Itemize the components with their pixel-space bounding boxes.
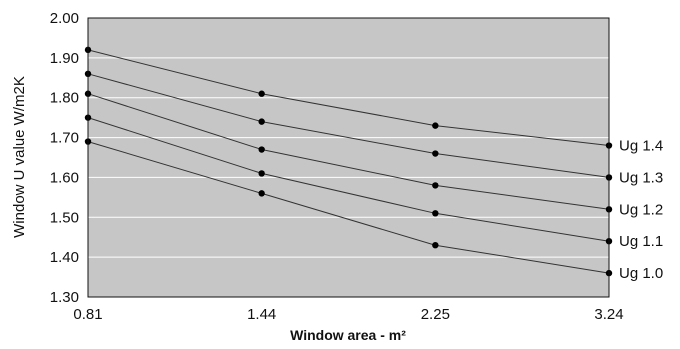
y-tick-label: 1.70 — [50, 130, 79, 147]
y-axis-tick-labels: 1.30 1.40 1.50 1.60 1.70 1.80 1.90 2.00 — [50, 10, 79, 306]
series-label: Ug 1.3 — [619, 169, 663, 186]
data-point — [258, 90, 265, 97]
data-point — [432, 241, 439, 249]
series-lines — [87, 49, 610, 274]
data-point — [432, 122, 439, 129]
series-labels: Ug 1.4 Ug 1.3 Ug 1.2 Ug 1.1 Ug 1.0 — [619, 138, 663, 283]
y-tick-label: 1.40 — [50, 249, 79, 266]
x-tick-label: 3.24 — [594, 306, 623, 323]
data-point — [258, 146, 265, 153]
y-tick-label: 2.00 — [50, 10, 79, 27]
y-tick-label: 1.50 — [50, 209, 79, 226]
data-point — [258, 190, 265, 197]
series-line — [87, 141, 610, 274]
series-label: Ug 1.4 — [619, 138, 663, 155]
y-tick-label: 1.80 — [50, 90, 79, 107]
y-tick-label: 1.60 — [50, 169, 79, 186]
y-tick-label: 1.30 — [50, 289, 79, 306]
series-line — [87, 49, 610, 146]
x-axis-title: Window area - m² — [290, 327, 406, 343]
series-label: Ug 1.1 — [619, 233, 663, 250]
data-point — [258, 170, 265, 177]
series-line — [87, 117, 610, 242]
plot-area — [88, 18, 609, 297]
data-point — [432, 210, 439, 217]
x-tick-label: 0.81 — [73, 306, 102, 323]
series-label: Ug 1.2 — [619, 201, 663, 218]
x-axis-tick-labels: 0.81 1.44 2.25 3.24 — [73, 306, 623, 323]
x-tick-label: 2.25 — [421, 306, 450, 323]
data-point — [432, 150, 439, 157]
series-line — [87, 93, 610, 210]
x-tick-label: 1.44 — [247, 306, 276, 323]
y-tick-label: 1.90 — [50, 50, 79, 67]
plot-border — [87, 17, 610, 298]
series-line — [87, 73, 610, 178]
series-label: Ug 1.0 — [619, 265, 663, 282]
data-point — [432, 182, 439, 189]
y-axis-title: Window U value W/m2K — [11, 76, 28, 238]
data-point — [258, 118, 265, 125]
